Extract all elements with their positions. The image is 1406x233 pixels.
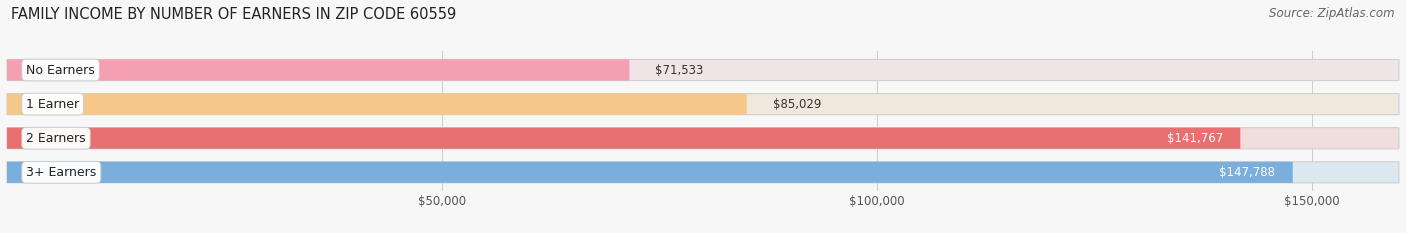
FancyBboxPatch shape: [7, 162, 1399, 183]
Text: FAMILY INCOME BY NUMBER OF EARNERS IN ZIP CODE 60559: FAMILY INCOME BY NUMBER OF EARNERS IN ZI…: [11, 7, 457, 22]
FancyBboxPatch shape: [7, 59, 630, 81]
Text: 3+ Earners: 3+ Earners: [27, 166, 97, 179]
FancyBboxPatch shape: [7, 128, 1240, 149]
FancyBboxPatch shape: [7, 128, 1399, 149]
FancyBboxPatch shape: [7, 162, 1292, 183]
Text: $147,788: $147,788: [1219, 166, 1275, 179]
Text: $85,029: $85,029: [773, 98, 821, 111]
Text: $71,533: $71,533: [655, 64, 704, 76]
Text: 2 Earners: 2 Earners: [27, 132, 86, 145]
Text: No Earners: No Earners: [27, 64, 96, 76]
Text: 1 Earner: 1 Earner: [27, 98, 79, 111]
FancyBboxPatch shape: [7, 93, 1399, 115]
Text: $141,767: $141,767: [1167, 132, 1223, 145]
Text: Source: ZipAtlas.com: Source: ZipAtlas.com: [1270, 7, 1395, 20]
FancyBboxPatch shape: [7, 59, 1399, 81]
FancyBboxPatch shape: [7, 93, 747, 115]
